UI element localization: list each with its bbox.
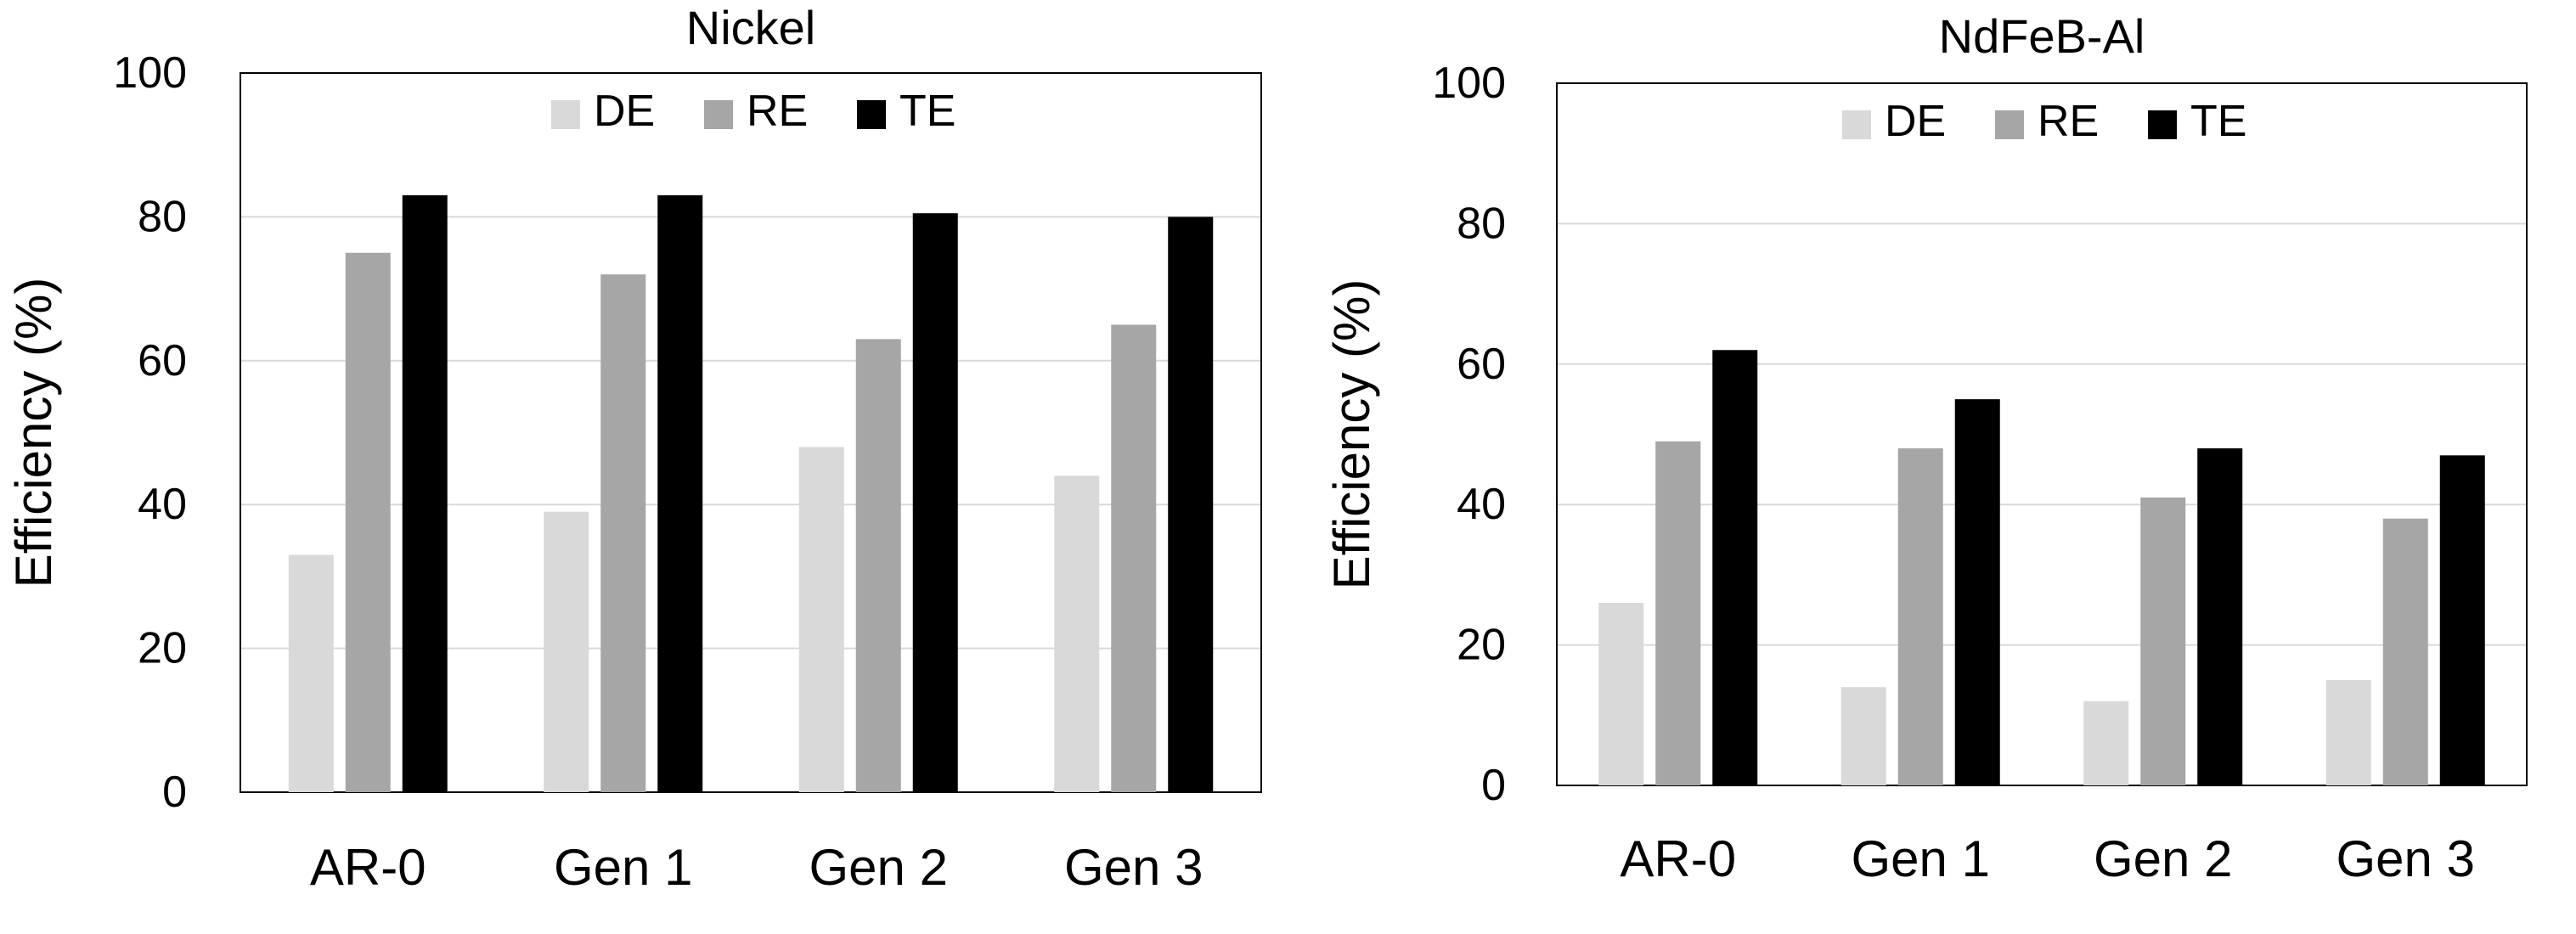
bar-te-0 xyxy=(1712,350,1758,785)
legend-label-de: DE xyxy=(1885,97,1946,146)
x-tick-label: AR-0 xyxy=(1620,830,1736,887)
bar-de-2 xyxy=(2083,700,2129,785)
legend-swatch-re xyxy=(1995,110,2024,139)
bar-de-2 xyxy=(798,447,844,792)
legend-label-re: RE xyxy=(747,87,808,136)
x-tick-label: Gen 3 xyxy=(2336,830,2475,887)
bar-te-2 xyxy=(912,213,958,793)
legend-swatch-de xyxy=(551,100,580,129)
legend-label-de: DE xyxy=(594,87,655,136)
y-tick-label: 20 xyxy=(138,624,187,673)
x-tick-label: Gen 2 xyxy=(809,839,948,896)
bar-re-0 xyxy=(1655,441,1701,785)
bar-te-1 xyxy=(1954,399,2000,785)
bar-re-0 xyxy=(345,252,391,792)
legend-swatch-re xyxy=(704,100,733,129)
bar-de-3 xyxy=(2325,679,2371,785)
y-tick-label: 40 xyxy=(1457,480,1506,529)
y-tick-label: 60 xyxy=(138,336,187,385)
bar-te-3 xyxy=(2439,455,2485,785)
x-tick-label: Gen 1 xyxy=(1852,830,1990,887)
bar-re-3 xyxy=(2382,518,2428,785)
bar-re-2 xyxy=(2140,497,2186,785)
y-tick-label: 20 xyxy=(1457,621,1506,670)
legend-label-te: TE xyxy=(899,87,955,136)
y-tick-label: 80 xyxy=(1457,199,1506,248)
chart-panel-1: 0 20 40 60 80 100 AR-0 Gen 1 Gen 2 Gen 3 NdFeB-Al E… xyxy=(1323,9,2528,887)
chart-title: Nickel xyxy=(686,1,815,54)
bar-de-3 xyxy=(1054,475,1100,792)
bar-de-0 xyxy=(288,554,334,792)
x-tick-label: Gen 3 xyxy=(1064,839,1203,896)
legend-swatch-te xyxy=(857,100,886,129)
chart-title: NdFeB-Al xyxy=(1939,9,2145,63)
legend-label-re: RE xyxy=(2038,97,2099,146)
y-tick-label: 100 xyxy=(113,48,187,98)
x-tick-label: AR-0 xyxy=(310,839,426,896)
y-axis-label: Efficiency (%) xyxy=(5,278,62,588)
bar-re-1 xyxy=(1897,448,1943,785)
x-tick-label: Gen 1 xyxy=(554,839,692,896)
bar-te-3 xyxy=(1168,217,1214,792)
y-tick-label: 100 xyxy=(1432,59,1506,108)
plot-frame xyxy=(1556,82,2528,786)
y-tick-label: 80 xyxy=(138,192,187,241)
bar-te-0 xyxy=(402,194,448,793)
x-tick-label: Gen 2 xyxy=(2094,830,2232,887)
y-tick-label: 0 xyxy=(1481,761,1506,810)
legend-label-te: TE xyxy=(2190,97,2246,146)
bar-de-0 xyxy=(1598,602,1644,785)
bar-re-1 xyxy=(600,274,646,792)
bar-de-1 xyxy=(544,511,589,792)
y-tick-label: 0 xyxy=(162,768,187,817)
y-tick-label: 60 xyxy=(1457,340,1506,389)
chart-panel-0: 0 20 40 60 80 100 AR-0 Gen 1 Gen 2 Gen 3 Nickel Eff… xyxy=(5,1,1262,896)
bar-te-2 xyxy=(2197,448,2243,785)
legend-swatch-de xyxy=(1842,110,1871,139)
y-axis-label: Efficiency (%) xyxy=(1323,279,1380,590)
bar-de-1 xyxy=(1840,687,1886,785)
bar-re-2 xyxy=(855,339,901,792)
bar-te-1 xyxy=(657,194,703,793)
bar-re-3 xyxy=(1111,324,1157,792)
plot-frame xyxy=(240,72,1262,793)
y-tick-label: 40 xyxy=(138,480,187,529)
legend-swatch-te xyxy=(2148,110,2177,139)
